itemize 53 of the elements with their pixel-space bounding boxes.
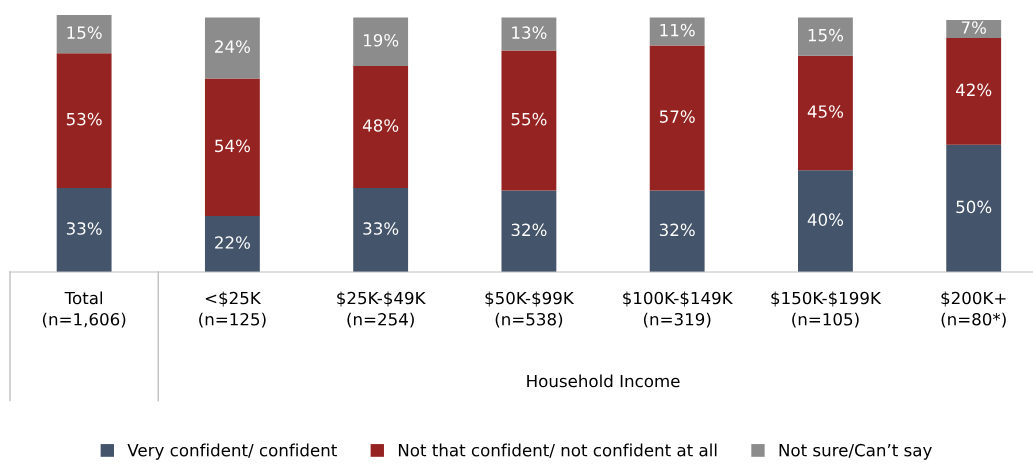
x-tick-label: $50K-$99K (n=538)	[485, 291, 575, 328]
bar	[56, 15, 112, 54]
bar	[649, 17, 705, 46]
bar	[353, 188, 409, 272]
data-label: 57%	[659, 110, 695, 123]
bar	[56, 53, 112, 189]
x-tick-label: Total (n=1,606)	[42, 291, 126, 328]
bar	[204, 17, 260, 79]
data-label: 50%	[956, 200, 992, 214]
bar	[353, 17, 409, 66]
bar	[946, 20, 1002, 38]
data-label: 32%	[511, 223, 547, 237]
bar	[798, 17, 853, 56]
bar	[353, 65, 409, 189]
bar	[798, 55, 853, 171]
data-label: 15%	[67, 26, 102, 39]
data-label: 7%	[961, 21, 986, 34]
data-label: 54%	[215, 139, 250, 153]
data-label: 15%	[808, 28, 844, 42]
bar	[946, 144, 1002, 272]
bar	[204, 78, 260, 217]
bar	[204, 216, 260, 272]
x-tick-label: <$25K (n=125)	[199, 291, 266, 328]
data-label: 11%	[660, 23, 695, 37]
x-tick-label: $150K-$199K (n=105)	[771, 291, 882, 328]
data-label: 45%	[807, 105, 844, 118]
data-label: 13%	[512, 26, 547, 39]
bar	[501, 190, 557, 272]
x-tick-label: $25K-$49K (n=254)	[337, 291, 426, 328]
data-label: 53%	[66, 112, 102, 126]
x-tick-label: $200K+ (n=80*)	[941, 291, 1006, 328]
legend-label: Not that confident/ not confident at all	[398, 443, 717, 458]
data-label: 40%	[807, 213, 844, 226]
data-label: 33%	[66, 222, 102, 235]
x-tick-label: $100K-$149K (n=319)	[623, 291, 733, 328]
bar	[649, 190, 705, 272]
data-label: 32%	[659, 223, 695, 237]
bar	[649, 45, 705, 191]
legend-label: Very confident/ confident	[127, 443, 337, 460]
bar	[56, 188, 112, 272]
bar	[501, 50, 557, 191]
bar	[798, 170, 853, 272]
data-label: 48%	[362, 119, 399, 132]
data-label: 22%	[215, 236, 250, 249]
data-label: 33%	[363, 222, 399, 235]
text: Household Income	[527, 374, 680, 388]
data-label: 42%	[955, 83, 992, 97]
data-label: 19%	[363, 33, 399, 47]
bar	[946, 37, 1002, 145]
data-label: 55%	[511, 112, 547, 126]
legend-label: Not sure/Can’t say	[779, 443, 932, 460]
data-label: 24%	[215, 40, 250, 53]
bar	[501, 17, 557, 51]
